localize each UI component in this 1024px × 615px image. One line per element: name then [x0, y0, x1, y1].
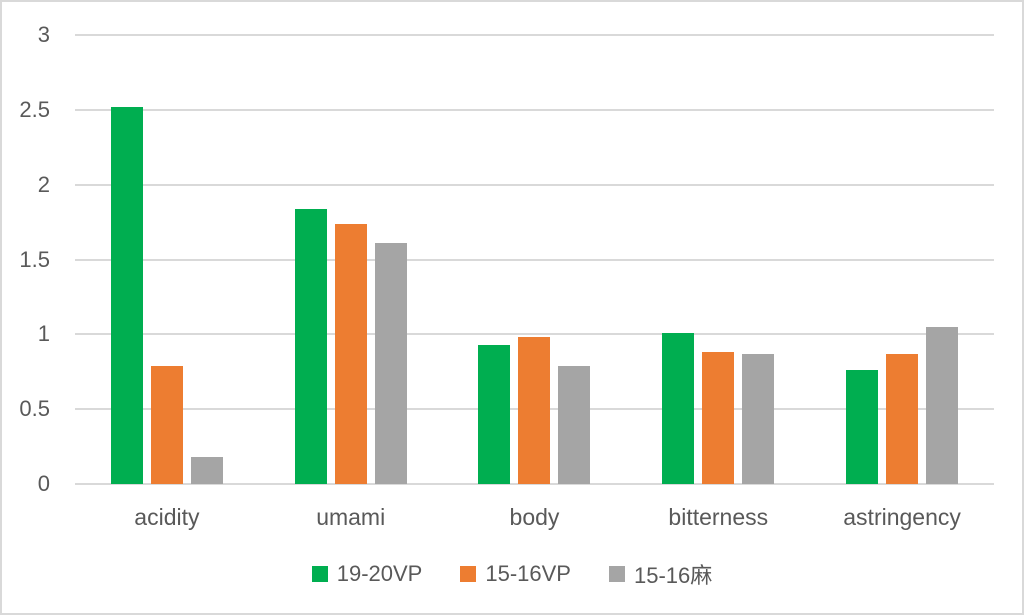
legend-marker-icon [608, 566, 625, 582]
bar [294, 208, 327, 484]
bar [334, 223, 367, 484]
y-tick-label: 0.5 [19, 396, 50, 422]
x-category-label: body [509, 504, 560, 530]
x-category-label: astringency [843, 504, 961, 530]
y-tick-label: 1 [37, 321, 50, 347]
plot-area [75, 34, 994, 485]
gridline [75, 108, 994, 111]
y-tick-label: 2.5 [19, 96, 50, 122]
bar-group [443, 35, 627, 484]
legend-label: 19-20VP [336, 561, 423, 586]
bar [518, 337, 551, 484]
legend-marker-icon [460, 566, 477, 582]
x-category-label: acidity [134, 504, 200, 530]
legend-marker-icon [311, 566, 328, 582]
y-tick-label: 3 [37, 22, 50, 47]
bar [190, 457, 223, 484]
y-tick-label: 2 [37, 171, 50, 197]
gridline [75, 333, 994, 336]
legend-item: 15-16麻 [608, 558, 713, 590]
bar [702, 352, 735, 484]
bar [742, 353, 775, 484]
x-axis: acidity umami body bitterness astringency [75, 504, 994, 531]
bar [478, 344, 511, 484]
bar-groups [75, 35, 994, 484]
bar [374, 243, 407, 484]
gridline [75, 183, 994, 186]
bar-group [810, 35, 994, 484]
bar [110, 106, 143, 484]
legend-item: 19-20VP [311, 561, 423, 587]
y-tick-label: 0 [37, 471, 50, 496]
legend-label: 15-16麻 [633, 563, 713, 588]
x-category-label: bitterness [668, 504, 769, 530]
bar [846, 370, 879, 484]
bar-group [75, 35, 259, 484]
gridline [75, 483, 994, 485]
bar-group [259, 35, 443, 484]
legend-item: 15-16VP [460, 561, 571, 587]
bar [662, 332, 695, 484]
x-category-label: umami [316, 504, 386, 530]
bar [150, 365, 183, 484]
bar-group [626, 35, 810, 484]
legend-label: 15-16VP [485, 561, 571, 586]
y-tick-label: 1.5 [19, 246, 50, 272]
bar [558, 365, 591, 484]
gridline [75, 34, 994, 36]
gridline [75, 258, 994, 261]
legend: 19-20VP 15-16VP 15-16麻 [2, 558, 1022, 590]
bar [926, 326, 959, 484]
bar [886, 353, 919, 484]
y-axis: 0 0.5 1 1.5 2 2.5 3 [2, 24, 50, 495]
